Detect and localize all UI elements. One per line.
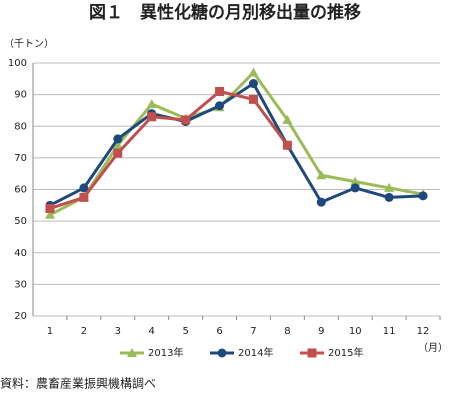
y-tick-label: 20 [14,311,27,322]
data-point [79,183,89,193]
data-point [384,192,394,202]
data-point [350,183,360,193]
data-point [282,140,292,150]
x-tick-label: 7 [250,326,256,337]
legend-label: 2013年 [148,346,183,359]
data-point [112,140,123,150]
x-tick-label: 3 [115,326,121,337]
data-point [44,209,55,219]
source-note: 資料：農畜産業振興機構調べ [0,376,156,391]
y-tick-label: 40 [14,248,27,259]
y-tick-label: 80 [14,121,27,132]
y-tick-label: 50 [14,216,27,227]
x-tick-label: 8 [284,326,290,337]
y-tick-label: 90 [14,90,27,101]
data-point [248,67,259,77]
y-tick-label: 100 [8,58,27,69]
x-tick-label: 6 [216,326,222,337]
data-point [215,86,225,96]
y-tick-label: 70 [14,153,27,164]
data-point [181,115,191,125]
x-axis-label: （月） [418,342,448,354]
data-point [79,192,89,202]
x-tick-label: 10 [349,326,362,337]
data-point [316,170,327,180]
chart-title: 図１ 異性化糖の月別移出量の推移 [89,2,361,23]
y-tick-label: 30 [14,279,27,290]
data-point [147,112,157,122]
x-tick-label: 9 [318,326,324,337]
series-line [49,81,424,207]
data-point [316,197,326,207]
data-point [248,94,258,104]
x-tick-label: 11 [383,326,396,337]
data-point [113,148,123,158]
data-point [146,99,157,109]
data-point [45,203,55,213]
legend-marker [127,348,137,357]
y-tick-label: 60 [14,185,27,196]
legend-label: 2015年 [328,346,363,359]
data-point [282,114,293,124]
x-tick-label: 2 [81,326,87,337]
x-tick-label: 4 [149,326,155,337]
x-tick-label: 5 [182,326,188,337]
series-line [49,70,424,217]
y-axis-label: （千トン） [4,38,54,50]
x-tick-label: 12 [417,326,430,337]
legend-marker [217,348,227,358]
data-point [113,134,123,144]
data-point [248,79,258,89]
data-point [215,101,225,111]
data-point [350,176,361,186]
x-tick-label: 1 [47,326,53,337]
series-line [49,89,289,210]
data-point [384,182,395,192]
data-point [418,191,428,201]
legend-label: 2014年 [238,346,273,359]
legend-marker [307,348,317,358]
